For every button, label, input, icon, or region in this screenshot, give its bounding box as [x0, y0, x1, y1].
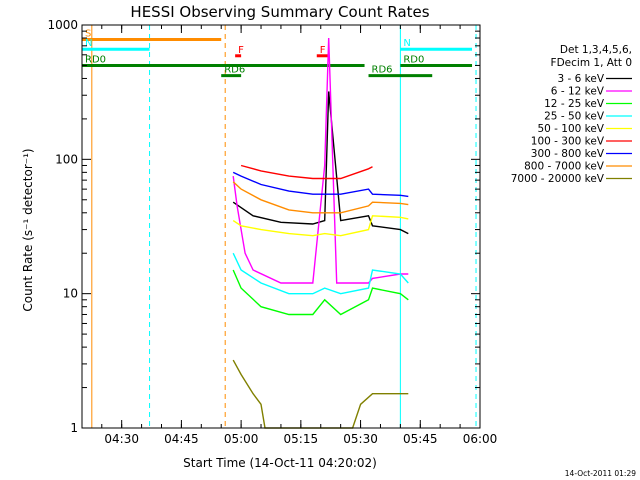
- legend-header-1: Det 1,3,4,5,6,: [560, 44, 632, 56]
- x-axis-label: Start Time (14-Oct-11 04:20:02): [183, 456, 377, 470]
- legend-entry-7: 800 - 7000 keV: [524, 161, 605, 173]
- legend-entry-0: 3 - 6 keV: [557, 73, 604, 85]
- series-line-6: [232, 171, 409, 198]
- legend: Det 1,3,4,5,6, FDecim 1, Att 0 3 - 6 keV…: [511, 44, 632, 185]
- series-line-8: [232, 359, 409, 429]
- x-tick-label-1: 04:45: [164, 432, 199, 446]
- flag-label-5: RD0: [85, 54, 106, 65]
- plot-frame: [81, 24, 481, 429]
- legend-entry-5: 100 - 300 keV: [531, 136, 605, 148]
- legend-entry-3: 25 - 50 keV: [544, 111, 605, 123]
- flag-label-2: N: [403, 38, 410, 49]
- legend-entry-1: 6 - 12 keV: [551, 86, 605, 98]
- flag-label-4: F: [320, 45, 326, 56]
- series-line-2: [232, 269, 409, 316]
- x-tick-label-6: 06:00: [463, 432, 498, 446]
- flag-label-1: N: [85, 38, 92, 49]
- flag-label-7: RD6: [224, 65, 245, 76]
- series-line-7: [232, 181, 409, 214]
- y-tick-label-1: 10: [63, 287, 78, 301]
- flag-label-3: F: [238, 45, 244, 56]
- y-tick-label-2: 100: [55, 152, 78, 166]
- footer-timestamp: 14-Oct-2011 01:29: [565, 469, 636, 478]
- flag-label-8: RD6: [372, 65, 393, 76]
- x-tick-label-3: 05:15: [284, 432, 319, 446]
- legend-entry-2: 12 - 25 keV: [544, 98, 605, 110]
- x-tick-label-2: 05:00: [224, 432, 259, 446]
- x-tick-label-5: 05:45: [403, 432, 438, 446]
- y-tick-label-3: 1000: [47, 18, 78, 32]
- flag-label-0: S: [85, 28, 91, 39]
- series-line-5: [240, 164, 373, 180]
- legend-header-2: FDecim 1, Att 0: [551, 57, 632, 69]
- series-line-0: [232, 91, 409, 235]
- legend-entry-6: 300 - 800 keV: [531, 148, 605, 160]
- legend-entry-4: 50 - 100 keV: [537, 123, 604, 135]
- series-line-1: [232, 37, 409, 284]
- y-axis-label: Count Rate (s⁻¹ detector⁻¹): [21, 148, 35, 311]
- y-tick-label-0: 1: [70, 421, 78, 435]
- series-line-4: [232, 215, 409, 237]
- x-tick-label-4: 05:30: [343, 432, 378, 446]
- flag-label-6: RD0: [403, 54, 424, 65]
- series-line-3: [232, 252, 409, 295]
- legend-entry-8: 7000 - 20000 keV: [511, 173, 605, 185]
- x-tick-label-0: 04:30: [104, 432, 139, 446]
- chart-title: HESSI Observing Summary Count Rates: [130, 3, 429, 21]
